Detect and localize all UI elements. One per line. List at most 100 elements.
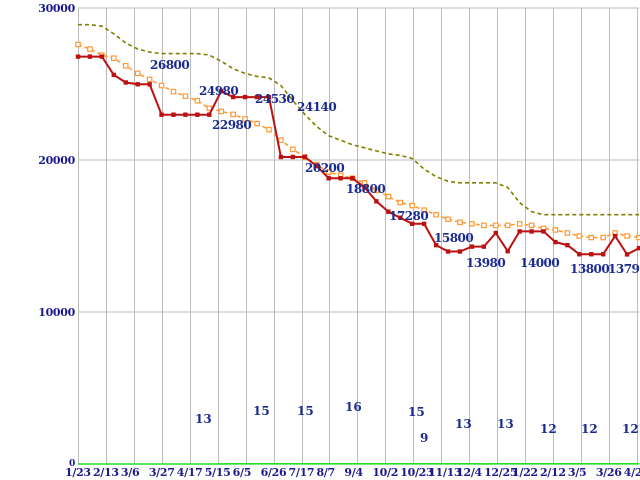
- data-point: [99, 54, 105, 59]
- y-axis-tick-label: 10000: [38, 306, 75, 319]
- price-value-label: 24140: [297, 100, 337, 114]
- x-axis-tick-label: 6/26: [260, 466, 287, 479]
- data-point: [325, 169, 332, 175]
- data-point: [361, 180, 368, 186]
- data-point: [87, 46, 93, 52]
- x-axis-tick-label: 4/17: [176, 466, 203, 479]
- price-value-label: 24980: [199, 84, 239, 98]
- x-axis-tick-label: 9/4: [344, 466, 363, 479]
- data-point: [553, 239, 558, 245]
- data-point: [254, 120, 260, 127]
- data-point: [362, 185, 367, 190]
- data-point: [588, 234, 595, 241]
- price-value-label: 13980: [466, 256, 506, 270]
- data-point: [219, 88, 224, 94]
- data-point: [505, 249, 510, 254]
- y-axis-tick-label: 20000: [38, 154, 75, 167]
- data-point: [528, 222, 535, 229]
- data-point: [147, 82, 152, 87]
- data-point: [170, 88, 177, 95]
- price-value-label: 17280: [389, 209, 429, 223]
- data-point: [338, 176, 343, 181]
- data-point: [87, 54, 93, 59]
- y-axis-tick-label: 30000: [38, 2, 75, 15]
- x-axis-tick-label: 1/22: [512, 466, 538, 479]
- data-point: [636, 245, 640, 251]
- volume-value-label: 15: [408, 405, 425, 419]
- data-point: [218, 108, 225, 115]
- data-point: [565, 242, 570, 248]
- volume-value-label: 9: [420, 431, 429, 445]
- data-point: [350, 176, 355, 181]
- data-point: [75, 41, 81, 48]
- x-axis-tick-label: 4/2: [623, 466, 640, 479]
- data-point: [374, 199, 379, 204]
- data-point: [122, 62, 129, 69]
- x-axis-tick-label: 11/13: [428, 466, 462, 479]
- data-point: [182, 93, 189, 99]
- data-point: [242, 94, 248, 100]
- price-value-label: 26800: [150, 58, 190, 72]
- data-point: [278, 137, 284, 144]
- data-point: [373, 187, 380, 194]
- y-axis-tick-label: 0: [69, 459, 75, 469]
- data-point: [207, 112, 212, 117]
- data-point: [481, 222, 487, 229]
- series-upper-band: [78, 23, 639, 216]
- data-point: [230, 111, 236, 118]
- data-point: [302, 154, 307, 160]
- price-value-label: 14000: [520, 256, 560, 270]
- data-point: [577, 252, 582, 257]
- data-point: [386, 209, 391, 214]
- data-point: [171, 112, 176, 117]
- data-point: [516, 221, 523, 227]
- data-point: [278, 154, 284, 160]
- data-point: [314, 163, 319, 169]
- data-point: [433, 211, 439, 218]
- volume-value-label: 13: [455, 417, 472, 431]
- data-point: [290, 154, 296, 160]
- data-point: [398, 215, 403, 220]
- data-point: [254, 94, 260, 100]
- data-point: [183, 112, 188, 117]
- data-point: [541, 229, 546, 234]
- x-axis-tick-label: 3/27: [148, 466, 175, 479]
- price-value-label: 20200: [305, 161, 345, 175]
- x-axis-tick-label: 6/5: [232, 466, 252, 479]
- price-value-label: 13790: [608, 262, 640, 276]
- price-value-label: 15800: [434, 231, 474, 245]
- data-point: [589, 252, 594, 257]
- data-point: [385, 193, 392, 200]
- data-point: [123, 80, 128, 85]
- data-point: [469, 221, 475, 227]
- data-point: [111, 72, 117, 78]
- price-value-label: 18800: [346, 182, 386, 196]
- data-point: [552, 227, 559, 233]
- volume-value-label: 13: [497, 417, 514, 431]
- data-point: [134, 70, 141, 77]
- volume-value-label: 12: [622, 422, 639, 436]
- volume-value-label: 15: [253, 404, 270, 418]
- price-value-label: 13800: [570, 262, 610, 276]
- data-point: [146, 76, 153, 83]
- data-point: [421, 207, 427, 213]
- data-point: [481, 244, 487, 249]
- volume-value-label: 12: [540, 422, 557, 436]
- data-point: [612, 233, 618, 239]
- volume-value-label: 12: [581, 422, 598, 436]
- data-point: [457, 219, 463, 226]
- data-point: [410, 221, 415, 227]
- x-axis-tick-label: 1/23: [65, 466, 91, 479]
- gridlines: [78, 7, 639, 465]
- data-point: [230, 94, 236, 100]
- data-point: [266, 94, 272, 100]
- data-point: [504, 222, 511, 229]
- x-axis-tick-label: 2/13: [92, 466, 119, 479]
- data-point: [564, 230, 571, 236]
- x-axis-tick-label: 10/2: [372, 466, 399, 479]
- data-point: [517, 229, 522, 234]
- data-point: [469, 244, 475, 249]
- data-point: [195, 112, 200, 117]
- data-point: [457, 249, 463, 254]
- x-axis-tick-label: 3/5: [567, 466, 587, 479]
